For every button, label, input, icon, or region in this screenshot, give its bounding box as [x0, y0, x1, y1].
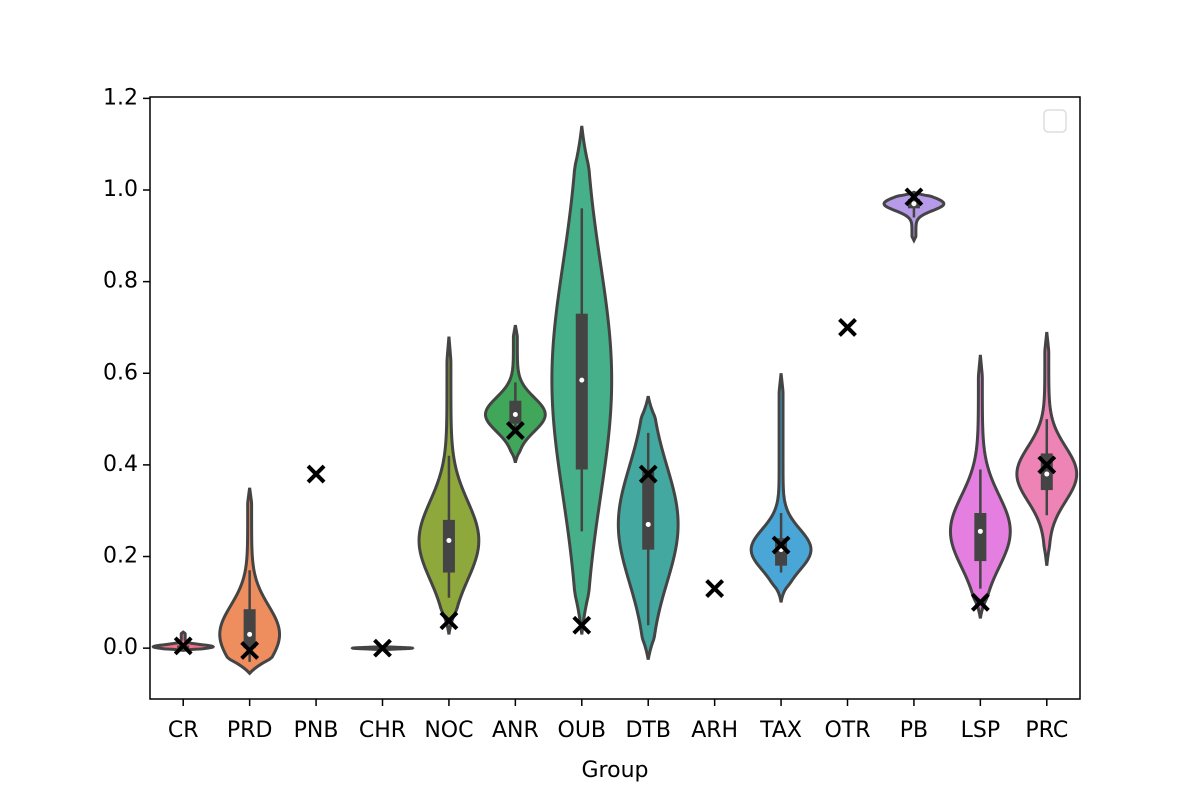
x-tick-label: ARH [691, 718, 738, 743]
x-tick-label: TAX [759, 718, 802, 743]
box [575, 313, 588, 470]
x-tick-label: PNB [294, 718, 339, 743]
legend [1043, 109, 1067, 133]
x-tick-label: PRD [227, 718, 273, 743]
median [911, 201, 917, 207]
x-tick-label: PRC [1025, 718, 1068, 743]
marker [970, 592, 990, 612]
x-tick-label: LSP [961, 718, 1001, 743]
median [579, 377, 585, 383]
y-tick-label: 0.4 [103, 452, 138, 477]
y-tick-label: 0.0 [103, 635, 138, 660]
marker [705, 579, 725, 599]
x-tick-label: DTB [625, 718, 670, 743]
box [642, 471, 655, 550]
marker [306, 464, 326, 484]
y-tick-label: 0.2 [103, 544, 138, 569]
x-tick-label: OUB [558, 718, 607, 743]
marker [771, 535, 791, 555]
box [442, 519, 455, 573]
median [247, 631, 253, 637]
y-tick-label: 0.8 [103, 269, 138, 294]
marker [373, 638, 392, 658]
median [1044, 471, 1050, 477]
marker [572, 615, 592, 635]
marker [439, 611, 459, 631]
x-tick-label: CR [168, 718, 199, 743]
y-tick-label: 0.6 [103, 360, 138, 385]
median [977, 528, 983, 534]
median [446, 537, 452, 543]
marker [240, 641, 260, 660]
box [243, 609, 256, 649]
marker [638, 464, 658, 484]
plot-frame [149, 96, 1081, 700]
box [974, 512, 987, 562]
violin-body [151, 630, 215, 652]
x-tick-label: OTR [824, 718, 870, 743]
median [645, 521, 651, 527]
marker [505, 421, 525, 440]
x-tick-label: ANR [492, 718, 539, 743]
y-tick-label: 1.2 [103, 85, 138, 110]
median [512, 411, 518, 417]
x-tick-label: CHR [359, 718, 406, 743]
violin-body [749, 373, 813, 603]
marker [838, 318, 857, 337]
marker [1037, 455, 1057, 475]
marker [904, 187, 924, 207]
x-axis-label: Group [582, 758, 649, 783]
x-tick-label: NOC [424, 718, 473, 743]
y-tick-label: 1.0 [103, 177, 138, 202]
x-tick-label: PB [900, 718, 928, 743]
marker [173, 636, 193, 656]
